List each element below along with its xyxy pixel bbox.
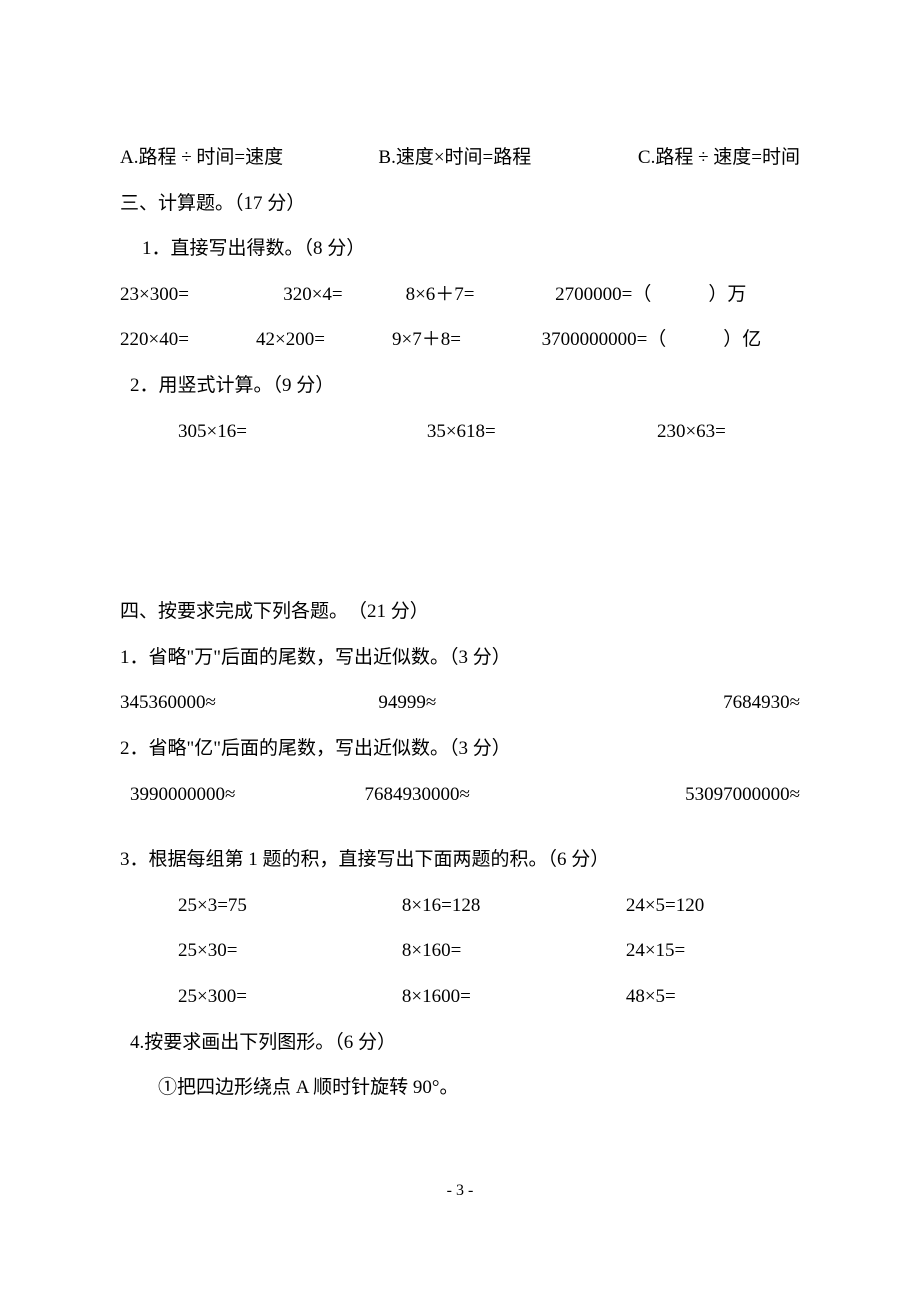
s4q3-r3c3: 48×5=: [626, 974, 800, 1020]
s3-q1-title: 1．直接写出得数。（8 分）: [120, 226, 800, 272]
s4-q1-row: 345360000≈ 94999≈ 7684930≈: [120, 680, 800, 726]
s3q1-r2c1: 220×40=: [120, 317, 256, 363]
s4-q3-row3: 25×300= 8×1600= 48×5=: [120, 974, 800, 1020]
s4q3-r2c2: 8×160=: [402, 928, 626, 974]
s4q3-r1c3: 24×5=120: [626, 883, 800, 929]
s4q2-c2: 7684930000≈: [365, 772, 600, 818]
s4-q2-row: 3990000000≈ 7684930000≈ 53097000000≈: [120, 772, 800, 818]
s4-q1-title: 1．省略"万"后面的尾数，写出近似数。（3 分）: [120, 635, 800, 681]
s3-q2-title: 2．用竖式计算。（9 分）: [120, 363, 800, 409]
s4-q4-title: 4.按要求画出下列图形。（6 分）: [120, 1020, 800, 1066]
s3-q1-row2: 220×40= 42×200= 9×7＋8= 3700000000=（ ）亿: [120, 317, 800, 363]
s3q1-r1c1: 23×300=: [120, 272, 283, 318]
options-row: A.路程 ÷ 时间=速度 B.速度×时间=路程 C.路程 ÷ 速度=时间: [120, 135, 800, 181]
s4q3-r1c2: 8×16=128: [402, 883, 626, 929]
s3q2-c2: 35×618=: [427, 409, 657, 455]
s4-q3-row2: 25×30= 8×160= 24×15=: [120, 928, 800, 974]
blank-line: [120, 817, 800, 837]
option-c: C.路程 ÷ 速度=时间: [610, 135, 800, 181]
s4q2-c1: 3990000000≈: [130, 772, 365, 818]
s4q3-r1c1: 25×3=75: [178, 883, 402, 929]
s4q3-r3c2: 8×1600=: [402, 974, 626, 1020]
s3q2-c3: 230×63=: [657, 409, 800, 455]
option-b: B.速度×时间=路程: [378, 135, 609, 181]
s4q3-r3c1: 25×300=: [178, 974, 402, 1020]
option-a: A.路程 ÷ 时间=速度: [120, 135, 378, 181]
s3q1-r2c4: 3700000000=（ ）亿: [542, 317, 800, 363]
s4q2-c3: 53097000000≈: [599, 772, 800, 818]
s4-q3-title: 3．根据每组第 1 题的积，直接写出下面两题的积。（6 分）: [120, 837, 800, 883]
s4q1-c2: 94999≈: [378, 680, 636, 726]
s4q1-c3: 7684930≈: [637, 680, 800, 726]
s4q3-r2c3: 24×15=: [626, 928, 800, 974]
s4q1-c1: 345360000≈: [120, 680, 378, 726]
page-content: A.路程 ÷ 时间=速度 B.速度×时间=路程 C.路程 ÷ 速度=时间 三、计…: [0, 0, 920, 1111]
s4q3-r2c1: 25×30=: [178, 928, 402, 974]
s3q1-r2c3: 9×7＋8=: [392, 317, 542, 363]
s4-q4-sub1: ①把四边形绕点 A 顺时针旋转 90°。: [120, 1065, 800, 1111]
s3q1-r1c4: 2700000=（ ）万: [555, 272, 800, 318]
s3-q2-row: 305×16= 35×618= 230×63=: [120, 409, 800, 455]
s4-q2-title: 2．省略"亿"后面的尾数，写出近似数。（3 分）: [120, 726, 800, 772]
workspace-gap: [120, 454, 800, 589]
s3q1-r2c2: 42×200=: [256, 317, 392, 363]
s3-q1-row1: 23×300= 320×4= 8×6＋7= 2700000=（ ）万: [120, 272, 800, 318]
s3q1-r1c2: 320×4=: [283, 272, 405, 318]
s3q2-c1: 305×16=: [178, 409, 427, 455]
page-number: - 3 -: [0, 1182, 920, 1200]
s4-q3-row1: 25×3=75 8×16=128 24×5=120: [120, 883, 800, 929]
section3-title: 三、计算题。（17 分）: [120, 181, 800, 227]
section4-title: 四、按要求完成下列各题。 （21 分）: [120, 589, 800, 635]
s3q1-r1c3: 8×6＋7=: [406, 272, 556, 318]
